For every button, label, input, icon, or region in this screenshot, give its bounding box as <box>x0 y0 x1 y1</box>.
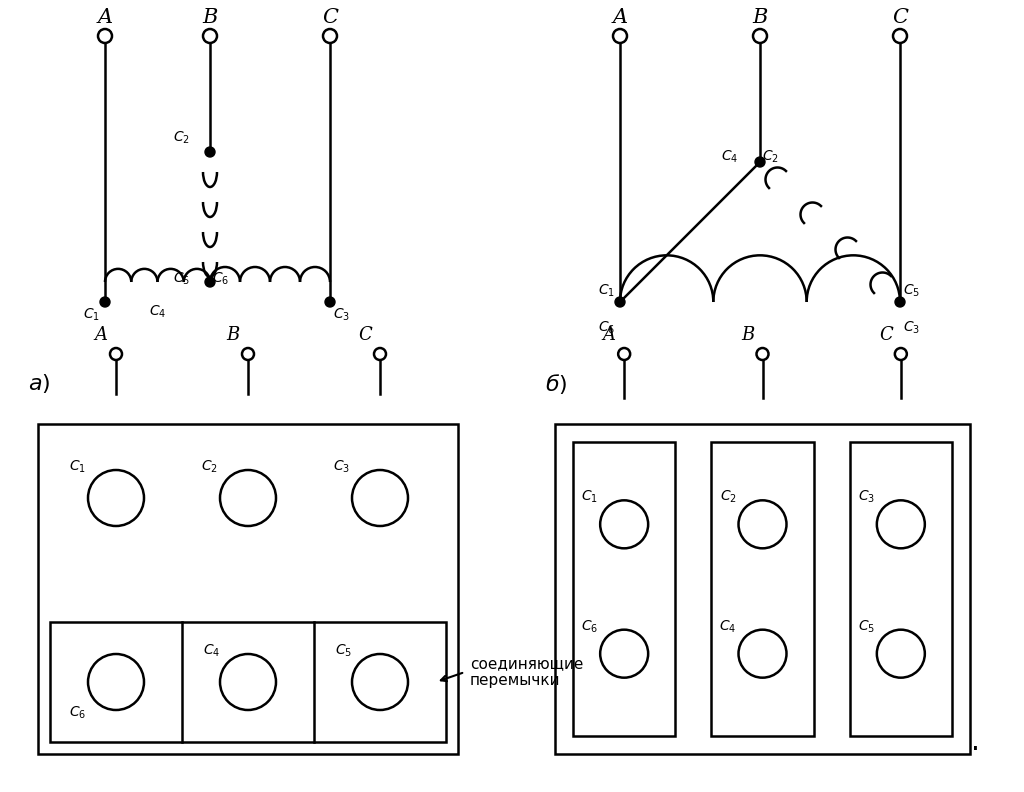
Bar <box>850 442 952 736</box>
Text: B: B <box>203 7 218 26</box>
Text: $C_2$: $C_2$ <box>201 459 218 475</box>
Circle shape <box>205 147 215 157</box>
Bar <box>573 442 676 736</box>
Bar <box>50 622 446 742</box>
Text: $C_1$: $C_1$ <box>598 283 615 299</box>
Text: $C_5$: $C_5$ <box>173 271 190 287</box>
Text: $C_6$: $C_6$ <box>581 619 598 634</box>
Text: A: A <box>603 326 615 344</box>
Text: C: C <box>322 7 338 26</box>
Text: $C_6$: $C_6$ <box>69 705 86 722</box>
Text: $C_3$: $C_3$ <box>858 489 874 505</box>
Text: C: C <box>892 7 908 26</box>
Circle shape <box>755 157 765 167</box>
Text: .: . <box>971 728 979 756</box>
Text: $C_6$: $C_6$ <box>598 320 615 337</box>
Text: $C_4$: $C_4$ <box>721 149 738 166</box>
Text: $C_1$: $C_1$ <box>582 489 598 505</box>
Text: $C_3$: $C_3$ <box>333 307 350 323</box>
Text: $б)$: $б)$ <box>545 372 567 396</box>
Text: $C_2$: $C_2$ <box>762 149 779 166</box>
Text: $C_2$: $C_2$ <box>720 489 736 505</box>
Text: B: B <box>753 7 768 26</box>
Circle shape <box>895 297 905 307</box>
Text: $C_4$: $C_4$ <box>148 304 166 321</box>
Text: $C_1$: $C_1$ <box>83 307 100 323</box>
Text: $C_5$: $C_5$ <box>903 283 921 299</box>
Text: соединяющие
перемычки: соединяющие перемычки <box>470 656 584 688</box>
Text: $a)$: $a)$ <box>28 372 50 395</box>
Text: $C_3$: $C_3$ <box>903 320 920 337</box>
Bar <box>712 442 814 736</box>
Text: A: A <box>97 7 113 26</box>
Text: $C_5$: $C_5$ <box>858 619 874 634</box>
Text: $C_5$: $C_5$ <box>335 642 352 659</box>
Circle shape <box>205 277 215 287</box>
Text: $C_2$: $C_2$ <box>173 130 190 146</box>
Bar <box>555 424 970 754</box>
Text: C: C <box>358 326 372 344</box>
Circle shape <box>100 297 110 307</box>
Text: B: B <box>226 326 240 344</box>
Text: $C_4$: $C_4$ <box>203 642 220 659</box>
Text: $C_4$: $C_4$ <box>719 619 736 634</box>
Text: $C_3$: $C_3$ <box>333 459 350 475</box>
Circle shape <box>615 297 625 307</box>
Text: A: A <box>94 326 108 344</box>
Text: $C_6$: $C_6$ <box>212 271 229 287</box>
Text: $C_1$: $C_1$ <box>69 459 86 475</box>
Text: C: C <box>879 326 893 344</box>
Circle shape <box>325 297 335 307</box>
Bar <box>38 424 458 754</box>
Text: B: B <box>741 326 754 344</box>
Text: A: A <box>612 7 628 26</box>
